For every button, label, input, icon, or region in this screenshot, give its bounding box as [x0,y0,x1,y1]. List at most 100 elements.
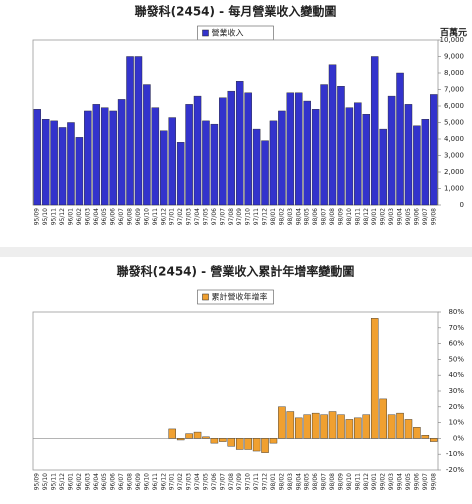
x-tick-label: 96/05 [101,208,108,225]
x-tick-label: 98/06 [312,208,319,225]
bar [134,56,143,206]
bar [362,414,371,439]
bar [328,64,337,206]
x-tick-label: 98/02 [278,473,285,490]
x-tick-label: 96/07 [118,208,125,225]
bar [151,107,160,206]
bar [261,438,269,453]
x-tick-label: 98/09 [337,473,344,490]
bar [143,84,151,206]
y-tick-label: 2,000 [444,168,464,176]
y-tick-label: 60% [448,340,464,348]
x-tick-label: 97/12 [262,208,269,225]
legend-label: 營業收入 [212,28,244,38]
y-tick-label: 50% [448,355,464,363]
bar [210,123,219,206]
x-tick-label: 99/03 [388,208,395,225]
x-tick-label: 97/11 [253,208,260,225]
x-tick-label: 95/09 [34,473,41,490]
x-tick-label: 98/11 [354,473,361,490]
bar [421,118,430,206]
bar [202,436,210,439]
bar [396,412,404,439]
x-tick-label: 97/02 [177,473,184,490]
y-tick-label: 1,000 [444,185,464,193]
x-tick-label: 99/06 [413,473,420,490]
bar [370,318,379,439]
separator [0,247,472,257]
bar [235,438,244,450]
bar [58,127,67,206]
x-tick-label: 98/01 [270,473,277,490]
bar [430,438,438,442]
bar [303,100,311,206]
bar [193,95,202,206]
bar [303,414,311,439]
bar [176,438,185,441]
bar [219,438,227,442]
bar [227,90,236,206]
x-tick-label: 95/11 [51,208,58,225]
bar [235,81,244,206]
x-tick-label: 95/12 [59,473,66,490]
x-tick-label: 98/11 [354,208,361,225]
bar [379,128,387,206]
bar [320,84,328,206]
legend-box [197,289,274,305]
bar [413,125,421,206]
legend-label: 累計營收年增率 [212,292,268,302]
bar [227,438,236,447]
x-tick-label: 98/02 [278,208,285,225]
x-tick-label: 95/09 [34,208,41,225]
legend-swatch [202,293,209,301]
x-tick-label: 96/01 [67,208,74,225]
x-tick-label: 96/06 [110,473,117,490]
x-tick-label: 99/07 [422,208,429,225]
bar [75,137,84,206]
x-tick-label: 98/12 [363,208,370,225]
bar [269,120,278,206]
y-tick-label: 7,000 [444,86,464,94]
bar [311,109,320,206]
x-tick-label: 98/09 [337,208,344,225]
bar [109,110,117,206]
y-tick-label: 0% [453,434,464,442]
x-tick-label: 96/07 [118,473,125,490]
bar [354,417,362,439]
y-tick-label: -10% [446,450,464,458]
y-axis-label: 百萬元 [440,27,467,39]
x-tick-label: 97/04 [194,473,201,490]
x-tick-label: 95/11 [51,473,58,490]
bar [244,438,252,450]
bar [362,114,371,206]
bar [404,419,413,439]
x-tick-label: 97/09 [236,473,243,490]
plot-area [32,39,439,206]
x-tick-label: 96/11 [152,208,159,225]
x-tick-label: 99/02 [380,208,387,225]
bar [311,412,320,439]
y-tick-label: 80% [448,308,464,316]
x-tick-label: 99/02 [380,473,387,490]
bar [430,94,438,206]
bar [295,92,303,206]
y-tick-label: 20% [448,403,464,411]
x-tick-label: 99/07 [422,473,429,490]
x-tick-label: 97/01 [169,473,176,490]
x-tick-label: 97/06 [211,473,218,490]
x-tick-label: 99/01 [371,208,378,225]
bar [345,419,354,439]
chart-title: 聯發科(2454) - 營業收入累計年增率變動圖 [117,264,355,279]
x-tick-label: 96/09 [135,208,142,225]
x-tick-label: 97/09 [236,208,243,225]
x-tick-label: 96/02 [76,208,83,225]
bar [269,438,278,444]
x-tick-label: 96/08 [127,473,134,490]
x-tick-label: 98/10 [346,473,353,490]
bar [295,417,303,439]
y-tick-label: 30% [448,387,464,395]
x-tick-label: 97/04 [194,208,201,225]
y-tick-label: 4,000 [444,135,464,143]
x-tick-label: 96/02 [76,473,83,490]
